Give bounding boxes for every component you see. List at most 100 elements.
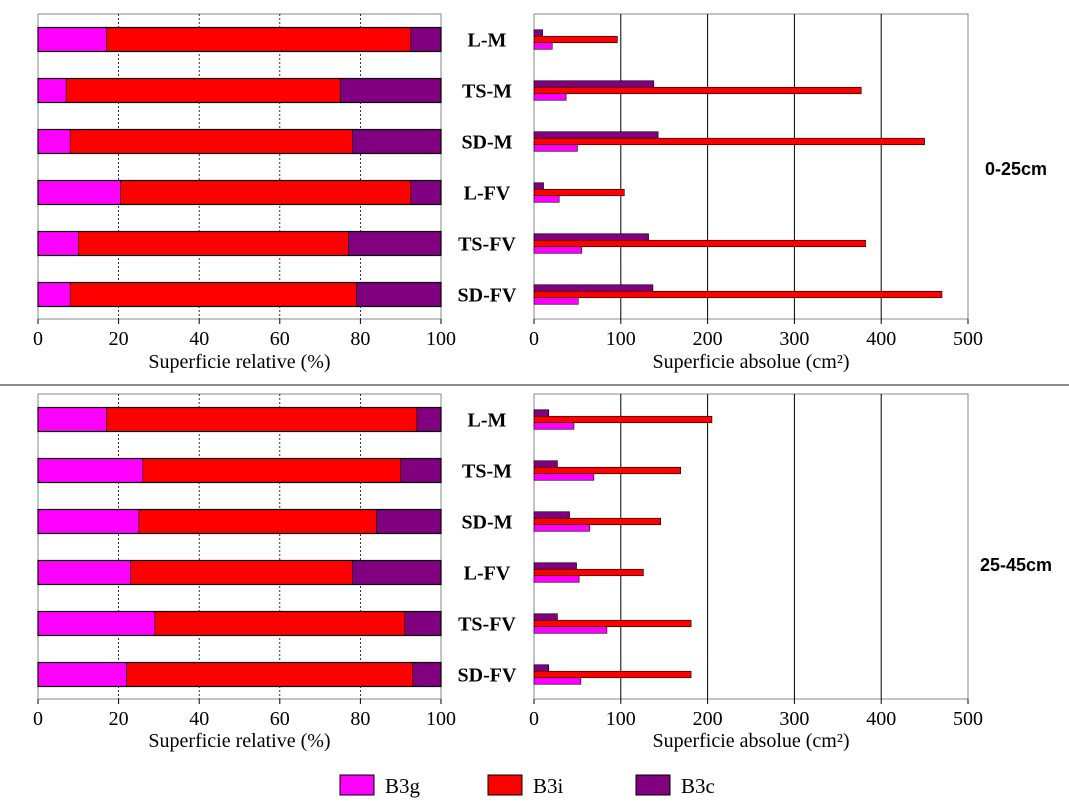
chart-bottom-right: 0 100 200 300 400 500 Superficie absolue (cm²): [529, 393, 983, 752]
bar-b3g-ts-m: [533, 473, 595, 481]
category-label: TS-FV: [458, 614, 516, 636]
bar-segment-b3i-ts-m: [65, 78, 341, 103]
bar-segment-b3i-ts-m: [142, 458, 402, 483]
legend-label-b3g: B3g: [385, 774, 421, 798]
category-label: L-FV: [464, 563, 511, 585]
legend-swatch-b3g: [339, 774, 375, 796]
bar-segment-b3c-ts-fv: [404, 611, 442, 636]
chart-top-left: L-M TS-M SD-M L-FV TS-FV SD-FV 0 20 40 60 80 100 Sup…: [33, 13, 517, 373]
bar-b3i-l-fv: [533, 188, 625, 197]
bar-b3g-l-fv: [533, 195, 560, 203]
x-tick-label: 0: [529, 708, 539, 730]
bar-segment-b3g-sd-m: [37, 129, 71, 154]
bar-segment-b3c-ts-fv: [348, 231, 442, 256]
bar-outline: [37, 179, 442, 206]
category-label: SD-FV: [458, 665, 517, 687]
bar-b3i-sd-m: [533, 517, 662, 526]
legend-label-b3i: B3i: [533, 774, 564, 798]
bar-outline: [37, 661, 442, 688]
x-tick-label: 20: [109, 328, 129, 350]
bar-segment-b3c-l-fv: [352, 560, 442, 585]
bar-segment-b3g-sd-fv: [37, 662, 127, 687]
x-tick-label: 500: [953, 708, 983, 730]
bar-b3g-sd-m: [533, 144, 578, 152]
bar-b3g-ts-m: [533, 93, 567, 101]
bar-segment-b3g-sd-m: [37, 509, 140, 534]
bar-segment-b3i-sd-fv: [69, 282, 357, 307]
bar-segment-b3g-l-fv: [37, 180, 121, 205]
x-tick-label: 100: [426, 708, 456, 730]
bar-segment-b3i-sd-m: [69, 129, 353, 154]
bar-outline: [37, 406, 442, 433]
bar-outline: [37, 281, 442, 308]
bar-b3g-sd-fv: [533, 297, 579, 305]
bar-segment-b3c-sd-fv: [412, 662, 442, 687]
legend-swatch-b3c: [635, 774, 671, 796]
plot-frame: [37, 13, 442, 320]
bar-b3c-sd-fv: [533, 664, 550, 672]
bar-b3c-l-m: [533, 409, 550, 417]
bar-outline: [37, 457, 442, 484]
bar-outline: [37, 559, 442, 586]
bar-b3i-l-m: [533, 415, 713, 424]
bar-b3g-sd-m: [533, 524, 590, 532]
plot-frame: [533, 393, 969, 700]
legend-label-b3c: B3c: [681, 774, 715, 798]
x-tick-label: 200: [693, 708, 723, 730]
x-tick-label: 40: [189, 328, 209, 350]
bar-outline: [37, 508, 442, 535]
bar-b3i-ts-fv: [533, 619, 692, 628]
category-label: TS-M: [462, 81, 512, 103]
bar-b3g-ts-fv: [533, 246, 583, 254]
bar-b3i-ts-m: [533, 86, 862, 95]
bar-segment-b3g-l-m: [37, 27, 107, 52]
bar-segment-b3i-ts-fv: [154, 611, 406, 636]
x-tick-label: 300: [779, 328, 809, 350]
bar-b3c-ts-m: [533, 80, 655, 88]
x-tick-label: 80: [350, 708, 370, 730]
bar-segment-b3g-ts-fv: [37, 611, 156, 636]
bar-segment-b3i-sd-m: [138, 509, 377, 534]
category-label: L-FV: [464, 183, 511, 205]
bar-b3i-sd-fv: [533, 290, 943, 299]
legend: B3g B3i B3c: [339, 774, 715, 798]
bar-b3c-ts-fv: [533, 613, 558, 621]
bar-segment-b3c-l-m: [410, 27, 442, 52]
bar-segment-b3c-l-fv: [410, 180, 442, 205]
x-tick-label: 40: [189, 708, 209, 730]
bar-b3c-sd-fv: [533, 284, 654, 292]
bar-outline: [37, 77, 442, 104]
bar-b3i-ts-fv: [533, 239, 866, 248]
x-tick-label: 500: [953, 328, 983, 350]
x-tick-label: 200: [693, 328, 723, 350]
bar-outline: [37, 128, 442, 155]
bar-segment-b3c-sd-fv: [356, 282, 442, 307]
x-tick-label: 400: [866, 708, 896, 730]
bar-segment-b3i-l-m: [106, 407, 418, 432]
x-tick-label: 60: [270, 708, 290, 730]
x-tick-label: 300: [779, 708, 809, 730]
bar-b3c-l-fv: [533, 182, 544, 190]
bar-b3c-l-fv: [533, 562, 577, 570]
bar-outline: [37, 610, 442, 637]
bar-b3i-l-m: [533, 35, 618, 44]
bar-segment-b3g-sd-fv: [37, 282, 71, 307]
category-label: L-M: [468, 30, 507, 52]
bar-b3g-l-m: [533, 422, 575, 430]
bar-segment-b3c-sd-m: [376, 509, 442, 534]
bar-segment-b3c-ts-m: [339, 78, 442, 103]
x-axis-label: Superficie absolue (cm²): [652, 730, 849, 752]
bar-segment-b3i-l-fv: [120, 180, 412, 205]
bar-b3g-ts-fv: [533, 626, 608, 634]
bar-b3g-l-m: [533, 42, 553, 50]
x-tick-label: 80: [350, 328, 370, 350]
category-label: SD-M: [461, 132, 512, 154]
x-axis-label: Superficie relative (%): [148, 730, 330, 752]
chart-bottom-left: L-M TS-M SD-M L-FV TS-FV SD-FV 0 20 40 60 80 100 Sup…: [33, 393, 517, 752]
x-tick-label: 400: [866, 328, 896, 350]
x-tick-label: 0: [529, 328, 539, 350]
bar-outline: [37, 26, 442, 53]
bar-segment-b3c-l-m: [416, 407, 442, 432]
depth-label: 0-25cm: [985, 159, 1047, 179]
